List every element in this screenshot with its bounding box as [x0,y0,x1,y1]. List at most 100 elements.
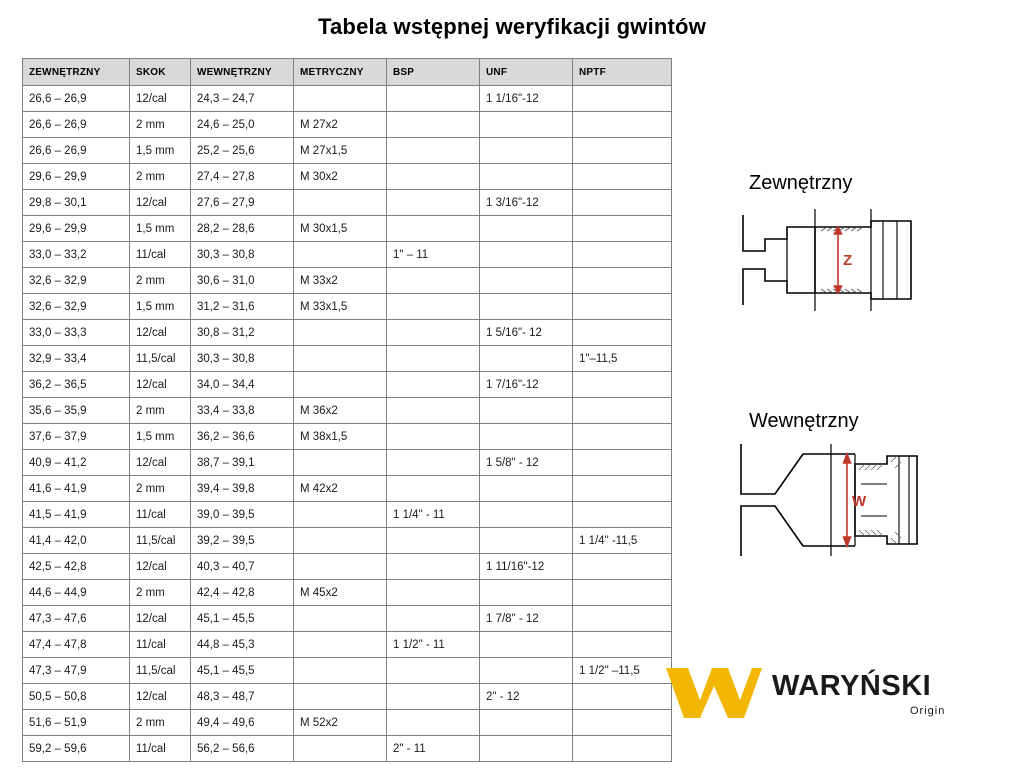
cell-bsp [386,709,480,736]
cell-nptf [572,111,672,138]
cell-unf [479,345,573,372]
cell-bsp [386,85,480,112]
cell-zewnetrzny: 47,3 – 47,9 [22,657,130,684]
cell-metryczny: M 27x1,5 [293,137,387,164]
cell-skok: 2 mm [129,267,191,294]
cell-wewnetrzny: 24,3 – 24,7 [190,85,294,112]
cell-bsp [386,371,480,398]
cell-wewnetrzny: 30,3 – 30,8 [190,345,294,372]
cell-zewnetrzny: 26,6 – 26,9 [22,137,130,164]
cell-nptf: 1 1/2" –11,5 [572,657,672,684]
cell-bsp [386,319,480,346]
cell-wewnetrzny: 31,2 – 31,6 [190,293,294,320]
cell-wewnetrzny: 36,2 – 36,6 [190,423,294,450]
cell-wewnetrzny: 30,8 – 31,2 [190,319,294,346]
cell-unf [479,735,573,762]
internal-dimension-label: W [852,493,867,510]
cell-nptf [572,553,672,580]
cell-zewnetrzny: 41,4 – 42,0 [22,527,130,554]
cell-metryczny: M 30x1,5 [293,215,387,242]
cell-wewnetrzny: 45,1 – 45,5 [190,605,294,632]
table-row: 41,6 – 41,9 2 mm 39,4 – 39,8 M 42x2 [22,475,672,502]
table-row: 26,6 – 26,9 1,5 mm 25,2 – 25,6 M 27x1,5 [22,137,672,164]
cell-metryczny [293,553,387,580]
column-header-unf: UNF [479,58,573,86]
cell-metryczny [293,631,387,658]
cell-bsp: 2" - 11 [386,735,480,762]
cell-bsp [386,579,480,606]
cell-unf: 2" - 12 [479,683,573,710]
cell-nptf [572,215,672,242]
cell-nptf [572,267,672,294]
table-row: 59,2 – 59,6 11/cal 56,2 – 56,6 2" - 11 [22,735,672,762]
cell-wewnetrzny: 34,0 – 34,4 [190,371,294,398]
cell-skok: 2 mm [129,579,191,606]
cell-wewnetrzny: 56,2 – 56,6 [190,735,294,762]
cell-bsp [386,605,480,632]
cell-skok: 12/cal [129,683,191,710]
cell-zewnetrzny: 29,8 – 30,1 [22,189,130,216]
cell-unf [479,111,573,138]
cell-wewnetrzny: 40,3 – 40,7 [190,553,294,580]
cell-zewnetrzny: 29,6 – 29,9 [22,163,130,190]
cell-skok: 1,5 mm [129,215,191,242]
cell-nptf [572,137,672,164]
cell-wewnetrzny: 33,4 – 33,8 [190,397,294,424]
column-header-metryczny: METRYCZNY [293,58,387,86]
cell-skok: 2 mm [129,475,191,502]
table-row: 40,9 – 41,2 12/cal 38,7 – 39,1 1 5/8" - 12 [22,449,672,476]
cell-metryczny [293,683,387,710]
table-header-row: ZEWNĘTRZNY SKOK WEWNĘTRZNY METRYCZNY BSP… [22,58,672,86]
cell-zewnetrzny: 41,5 – 41,9 [22,501,130,528]
cell-skok: 11,5/cal [129,527,191,554]
cell-wewnetrzny: 48,3 – 48,7 [190,683,294,710]
cell-unf: 1 7/16"-12 [479,371,573,398]
cell-metryczny: M 42x2 [293,475,387,502]
cell-metryczny: M 52x2 [293,709,387,736]
cell-unf: 1 11/16"-12 [479,553,573,580]
cell-zewnetrzny: 26,6 – 26,9 [22,85,130,112]
cell-nptf: 1"–11,5 [572,345,672,372]
cell-skok: 11,5/cal [129,657,191,684]
cell-wewnetrzny: 39,0 – 39,5 [190,501,294,528]
cell-skok: 11/cal [129,735,191,762]
cell-metryczny: M 33x1,5 [293,293,387,320]
cell-nptf [572,709,672,736]
cell-unf: 1 5/16"- 12 [479,319,573,346]
table-row: 32,9 – 33,4 11,5/cal 30,3 – 30,8 1"–11,5 [22,345,672,372]
column-header-wewnetrzny: WEWNĘTRZNY [190,58,294,86]
cell-metryczny [293,527,387,554]
column-header-nptf: NPTF [572,58,672,86]
table-row: 29,8 – 30,1 12/cal 27,6 – 27,9 1 3/16"-12 [22,189,672,216]
table-head: ZEWNĘTRZNY SKOK WEWNĘTRZNY METRYCZNY BSP… [22,58,672,86]
cell-skok: 11/cal [129,501,191,528]
table-row: 33,0 – 33,3 12/cal 30,8 – 31,2 1 5/16"- 12 [22,319,672,346]
cell-skok: 12/cal [129,189,191,216]
logo-brand-text: WARYŃSKI [772,670,932,702]
table-row: 41,4 – 42,0 11,5/cal 39,2 – 39,5 1 1/4" -11… [22,527,672,554]
cell-zewnetrzny: 35,6 – 35,9 [22,397,130,424]
cell-bsp: 1 1/2" - 11 [386,631,480,658]
cell-unf [479,293,573,320]
cell-nptf [572,293,672,320]
cell-unf: 1 5/8" - 12 [479,449,573,476]
cell-bsp [386,449,480,476]
cell-zewnetrzny: 32,6 – 32,9 [22,267,130,294]
cell-nptf [572,423,672,450]
table-row: 26,6 – 26,9 2 mm 24,6 – 25,0 M 27x2 [22,111,672,138]
external-dimension-label: Z [843,252,852,269]
cell-metryczny: M 30x2 [293,163,387,190]
cell-zewnetrzny: 40,9 – 41,2 [22,449,130,476]
cell-metryczny [293,605,387,632]
cell-nptf [572,605,672,632]
cell-zewnetrzny: 32,9 – 33,4 [22,345,130,372]
cell-skok: 12/cal [129,371,191,398]
cell-unf [479,163,573,190]
table-row: 29,6 – 29,9 2 mm 27,4 – 27,8 M 30x2 [22,163,672,190]
table-row: 44,6 – 44,9 2 mm 42,4 – 42,8 M 45x2 [22,579,672,606]
cell-metryczny [293,449,387,476]
cell-wewnetrzny: 49,4 – 49,6 [190,709,294,736]
cell-nptf [572,449,672,476]
thread-verification-table: ZEWNĘTRZNY SKOK WEWNĘTRZNY METRYCZNY BSP… [22,58,672,762]
cell-zewnetrzny: 36,2 – 36,5 [22,371,130,398]
